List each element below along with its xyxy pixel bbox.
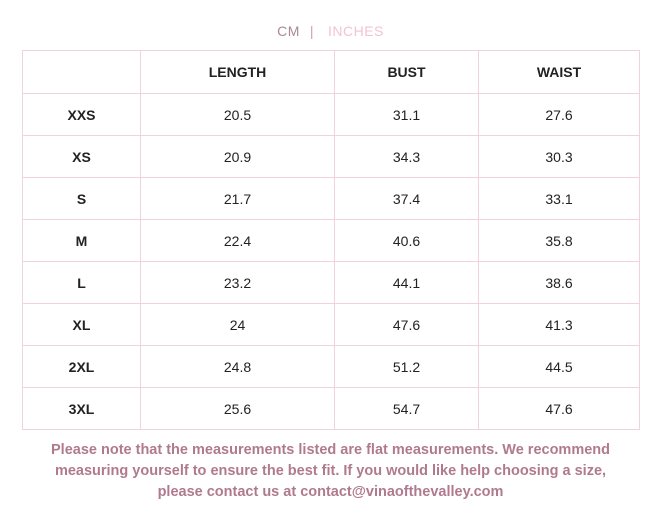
value-cell: 38.6 bbox=[478, 261, 640, 304]
value-cell: 20.5 bbox=[140, 93, 335, 136]
header-cell: BUST bbox=[334, 50, 479, 94]
size-cell: S bbox=[22, 177, 141, 220]
size-cell: XXS bbox=[22, 93, 141, 136]
value-cell: 47.6 bbox=[478, 387, 640, 430]
value-cell: 47.6 bbox=[334, 303, 479, 346]
table-row: 2XL 24.8 51.2 44.5 bbox=[22, 345, 640, 388]
header-cell: WAIST bbox=[478, 50, 640, 94]
value-cell: 40.6 bbox=[334, 219, 479, 262]
value-cell: 21.7 bbox=[140, 177, 335, 220]
value-cell: 44.1 bbox=[334, 261, 479, 304]
table-row: M 22.4 40.6 35.8 bbox=[22, 219, 640, 262]
size-cell: 2XL bbox=[22, 345, 141, 388]
size-table: LENGTH BUST WAIST XXS 20.5 31.1 27.6 XS 20.9 34.3… bbox=[22, 50, 640, 430]
value-cell: 44.5 bbox=[478, 345, 640, 388]
header-row: LENGTH BUST WAIST bbox=[22, 50, 640, 94]
value-cell: 31.1 bbox=[334, 93, 479, 136]
table-row: XS 20.9 34.3 30.3 bbox=[22, 135, 640, 178]
table-row: XL 24 47.6 41.3 bbox=[22, 303, 640, 346]
table-row: 3XL 25.6 54.7 47.6 bbox=[22, 387, 640, 430]
value-cell: 25.6 bbox=[140, 387, 335, 430]
value-cell: 24.8 bbox=[140, 345, 335, 388]
value-cell: 34.3 bbox=[334, 135, 479, 178]
size-cell: 3XL bbox=[22, 387, 141, 430]
value-cell: 24 bbox=[140, 303, 335, 346]
value-cell: 22.4 bbox=[140, 219, 335, 262]
value-cell: 37.4 bbox=[334, 177, 479, 220]
value-cell: 27.6 bbox=[478, 93, 640, 136]
header-cell bbox=[22, 50, 141, 94]
unit-toggle: CM | INCHES bbox=[0, 23, 661, 39]
header-cell: LENGTH bbox=[140, 50, 335, 94]
value-cell: 20.9 bbox=[140, 135, 335, 178]
note-line: measuring yourself to ensure the best fi… bbox=[54, 463, 607, 479]
table-row: S 21.7 37.4 33.1 bbox=[22, 177, 640, 220]
unit-option[interactable]: CM bbox=[277, 23, 300, 39]
size-cell: XS bbox=[22, 135, 141, 178]
size-cell: XL bbox=[22, 303, 141, 346]
size-cell: M bbox=[22, 219, 141, 262]
unit-option[interactable]: INCHES bbox=[328, 23, 384, 39]
value-cell: 35.8 bbox=[478, 219, 640, 262]
separator: | bbox=[309, 23, 314, 39]
value-cell: 23.2 bbox=[140, 261, 335, 304]
note-line: Please note that the measurements listed… bbox=[51, 442, 610, 458]
value-cell: 30.3 bbox=[478, 135, 640, 178]
note: Please note that the measurements listed… bbox=[0, 440, 661, 503]
table-row: XXS 20.5 31.1 27.6 bbox=[22, 93, 640, 136]
value-cell: 54.7 bbox=[334, 387, 479, 430]
value-cell: 41.3 bbox=[478, 303, 640, 346]
table-row: L 23.2 44.1 38.6 bbox=[22, 261, 640, 304]
value-cell: 51.2 bbox=[334, 345, 479, 388]
size-cell: L bbox=[22, 261, 141, 304]
value-cell: 33.1 bbox=[478, 177, 640, 220]
note-line: please contact us at contact@vinaoftheva… bbox=[157, 484, 504, 500]
